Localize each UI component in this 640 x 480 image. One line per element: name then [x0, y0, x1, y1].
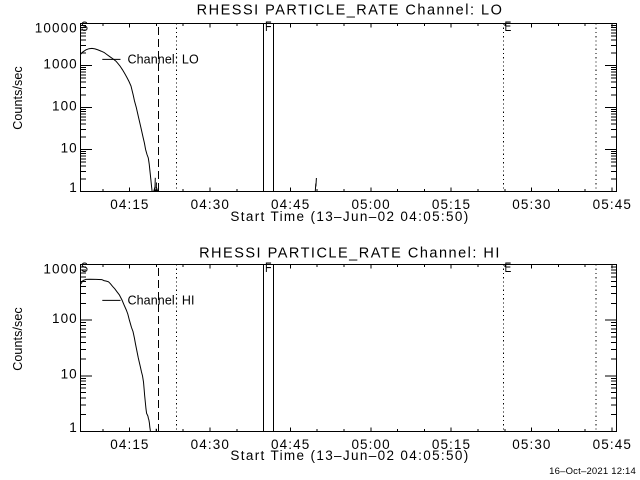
svg-text:RHESSI PARTICLE_RATE Channel:: RHESSI PARTICLE_RATE Channel: LO	[197, 3, 504, 19]
svg-text:10000: 10000	[35, 20, 78, 35]
svg-text:10: 10	[61, 367, 78, 382]
svg-text:Start Time (13–Jun–02 04:05:50: Start Time (13–Jun–02 04:05:50)	[230, 209, 469, 224]
svg-text:04:30: 04:30	[191, 437, 230, 452]
svg-text:1: 1	[69, 180, 78, 195]
svg-text:Channel: LO: Channel: LO	[128, 52, 199, 66]
svg-text:S: S	[81, 19, 88, 34]
svg-text:05:45: 05:45	[593, 197, 632, 212]
svg-text:05:15: 05:15	[432, 437, 471, 452]
svg-text:RHESSI PARTICLE_RATE Channel:: RHESSI PARTICLE_RATE Channel: HI	[199, 246, 501, 262]
svg-text:04:15: 04:15	[110, 197, 149, 212]
svg-text:F: F	[265, 260, 272, 275]
svg-text:04:45: 04:45	[271, 197, 310, 212]
svg-text:04:15: 04:15	[110, 437, 149, 452]
svg-text:1000: 1000	[43, 261, 77, 276]
svg-text:F: F	[265, 19, 272, 34]
svg-text:05:45: 05:45	[593, 437, 632, 452]
svg-text:04:30: 04:30	[191, 197, 230, 212]
svg-text:10: 10	[61, 140, 78, 155]
svg-text:1000: 1000	[43, 56, 77, 71]
svg-text:16–Oct–2021 12:14: 16–Oct–2021 12:14	[549, 466, 636, 477]
svg-text:E: E	[505, 260, 512, 275]
svg-text:04:45: 04:45	[271, 437, 310, 452]
svg-text:S: S	[81, 260, 88, 275]
svg-text:05:30: 05:30	[512, 197, 551, 212]
svg-text:05:00: 05:00	[351, 437, 390, 452]
svg-text:Start Time (13–Jun–02 04:05:50: Start Time (13–Jun–02 04:05:50)	[230, 448, 469, 463]
svg-text:Channel: HI: Channel: HI	[128, 293, 195, 307]
svg-text:E: E	[505, 19, 512, 34]
svg-text:Counts/sec: Counts/sec	[11, 66, 25, 130]
svg-text:Counts/sec: Counts/sec	[11, 307, 25, 371]
svg-text:100: 100	[52, 311, 78, 326]
svg-text:05:15: 05:15	[432, 197, 471, 212]
svg-text:05:30: 05:30	[512, 437, 551, 452]
svg-text:1: 1	[69, 420, 78, 435]
svg-text:100: 100	[52, 98, 78, 113]
svg-text:05:00: 05:00	[351, 197, 390, 212]
